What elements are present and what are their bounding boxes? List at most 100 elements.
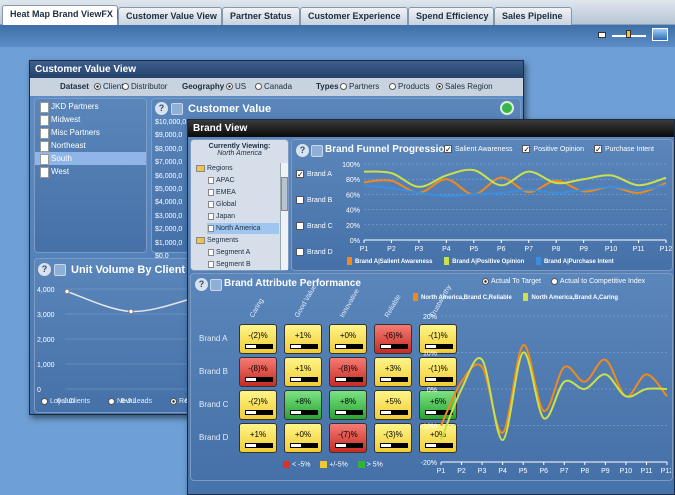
scrollbar-thumb[interactable] — [281, 177, 288, 211]
heat-map-cell[interactable]: -(7)% — [329, 423, 367, 453]
filter-bar: Dataset Client Distributor Geography US … — [30, 78, 523, 96]
legend-purchase-intent: Brand A|Purchase Intent — [535, 257, 614, 265]
checkbox-brand-c[interactable]: Brand C — [296, 214, 333, 240]
cell-indicator-bar — [335, 410, 363, 415]
tree-label: APAC — [216, 177, 235, 184]
list-item[interactable]: Misc Partners — [35, 126, 146, 139]
tree-item[interactable]: Segment B — [207, 259, 251, 270]
heat-map-cell[interactable]: +1% — [284, 357, 322, 387]
info-icon[interactable]: ? — [155, 102, 168, 115]
cell-value: +1% — [249, 430, 267, 439]
navigator-panel: Currently Viewing: North America Regions… — [190, 139, 289, 271]
axis-tick-label: $4,000,0 — [155, 199, 183, 207]
heat-map-cell[interactable]: +8% — [284, 390, 322, 420]
checkbox-brand-d[interactable]: Brand D — [296, 240, 333, 266]
checkbox-brand-a[interactable]: ✓ Brand A — [296, 170, 332, 180]
heat-map-cell[interactable]: +1% — [239, 423, 277, 453]
heat-map-cell[interactable]: -(8)% — [329, 357, 367, 387]
y-tick-label: 100% — [342, 162, 360, 169]
tree-item[interactable]: Global — [207, 199, 236, 210]
navigator-tree: Regions APAC EMEA Global Japan North America S… — [193, 163, 279, 270]
y-tick-label: -10% — [421, 424, 437, 431]
landscape-icon[interactable] — [652, 28, 668, 41]
heat-map-cell[interactable]: +3% — [374, 357, 412, 387]
revo-series-line — [66, 290, 196, 313]
tab-customer-value-view[interactable]: Customer Value View — [118, 7, 222, 25]
info-icon[interactable]: ? — [296, 144, 309, 157]
radio-client[interactable]: Client — [94, 78, 123, 96]
y-tick-label: 80% — [346, 177, 360, 184]
cell-value: +8% — [339, 397, 357, 406]
axis-tick-label: $10,000,0 — [155, 119, 187, 126]
cell-value: +0% — [294, 430, 312, 439]
tree-item[interactable]: EMEA — [207, 187, 236, 198]
series-line — [363, 184, 667, 197]
list-item-selected[interactable]: South — [35, 152, 146, 165]
tab-sales-pipeline[interactable]: Sales Pipeline — [494, 7, 572, 25]
tree-label: Regions — [207, 165, 233, 172]
heat-map-cell[interactable]: +8% — [329, 390, 367, 420]
grid-icon[interactable] — [171, 103, 183, 115]
axis-tick-label: 2,000 — [37, 337, 55, 344]
tree-label: Japan — [216, 213, 236, 220]
info-icon[interactable]: ? — [38, 263, 51, 276]
x-tick-label: P11 — [633, 246, 645, 253]
list-item[interactable]: JKD Partners — [35, 100, 146, 113]
tab-customer-experience[interactable]: Customer Experience — [300, 7, 408, 25]
funnel-checkboxes: ✓ Salient Awareness ✓ Positive Opinion ✓ Pu… — [444, 145, 654, 154]
heat-map-cell[interactable]: +0% — [329, 324, 367, 354]
radio-canada[interactable]: Canada — [255, 78, 292, 96]
radio-loyal-clients[interactable]: Loyal Clients — [41, 398, 90, 405]
tree-item[interactable]: Segment A — [207, 247, 250, 258]
checkbox-brand-b[interactable]: Brand B — [296, 188, 333, 214]
zoom-slider-handle[interactable] — [626, 30, 631, 38]
tree-item[interactable]: North America — [207, 223, 279, 234]
attribute-trend-chart: 20% 10% 0% -10% -20%P1 P2 P3 P4 P5 P6 P7 P8 P9 P10 P11… — [421, 314, 671, 475]
radio-new-leads[interactable]: New Leads — [108, 398, 152, 405]
heat-map-cell[interactable]: -(6)% — [374, 324, 412, 354]
list-item[interactable]: Northeast — [35, 139, 146, 152]
tree-folder[interactable]: Segments — [195, 235, 239, 246]
cell-indicator-bar — [245, 344, 273, 349]
radio-sales-region[interactable]: Sales Region — [436, 78, 493, 96]
list-item[interactable]: West — [35, 165, 146, 178]
heat-map-cell[interactable]: +0% — [284, 423, 322, 453]
radio-products[interactable]: Products — [389, 78, 430, 96]
x-tick-label: P6 — [497, 246, 506, 253]
checkbox-salient-awareness[interactable]: ✓ Salient Awareness — [444, 145, 513, 154]
grid-icon[interactable] — [311, 145, 323, 157]
tree-scrollbar[interactable] — [280, 163, 288, 270]
heat-map-cell[interactable]: +5% — [374, 390, 412, 420]
radio-us[interactable]: US — [226, 78, 246, 96]
list-item[interactable]: Midwest — [35, 113, 146, 126]
radio-competitive-index[interactable]: Actual to Competitive Index — [550, 278, 645, 285]
tab-partner-status[interactable]: Partner Status — [222, 7, 300, 25]
tree-item[interactable]: Japan — [207, 211, 235, 222]
tree-folder[interactable]: Regions — [195, 163, 233, 174]
tab-heat-map-brand-view[interactable]: Heat Map Brand ViewFX× — [2, 5, 128, 26]
refresh-icon[interactable] — [500, 101, 514, 115]
heat-map-cell[interactable]: -(2)% — [239, 324, 277, 354]
heat-map-cell[interactable]: +1% — [284, 324, 322, 354]
tab-spend-efficiency[interactable]: Spend Efficiency — [408, 7, 494, 25]
grid-icon[interactable] — [54, 264, 66, 276]
info-icon[interactable]: ? — [195, 278, 208, 291]
y-tick-label: 0% — [427, 387, 437, 394]
heat-map-cell[interactable]: -(1)% — [419, 324, 457, 354]
heat-map-cell[interactable]: -(3)% — [374, 423, 412, 453]
radio-partners[interactable]: Partners — [340, 78, 379, 96]
heat-map-cell[interactable]: +0% — [419, 423, 457, 453]
grid-icon[interactable] — [210, 279, 222, 291]
cell-indicator-bar — [380, 443, 408, 448]
heat-map-cell[interactable]: -(2)% — [239, 390, 277, 420]
checkbox-positive-opinion[interactable]: ✓ Positive Opinion — [522, 145, 585, 154]
checkbox-purchase-intent[interactable]: ✓ Purchase Intent — [593, 145, 654, 154]
cell-value: -(8)% — [338, 364, 358, 373]
legend-brand-c-reliable: North America,Brand C,Reliable — [413, 293, 512, 301]
tree-item[interactable]: APAC — [207, 175, 235, 186]
radio-distributor[interactable]: Distributor — [122, 78, 167, 96]
window-icon[interactable] — [598, 32, 606, 38]
heat-map-cell[interactable]: -(1)% — [419, 357, 457, 387]
radio-actual-to-target[interactable]: Actual To Target — [482, 278, 541, 285]
heat-map-cell[interactable]: -(8)% — [239, 357, 277, 387]
